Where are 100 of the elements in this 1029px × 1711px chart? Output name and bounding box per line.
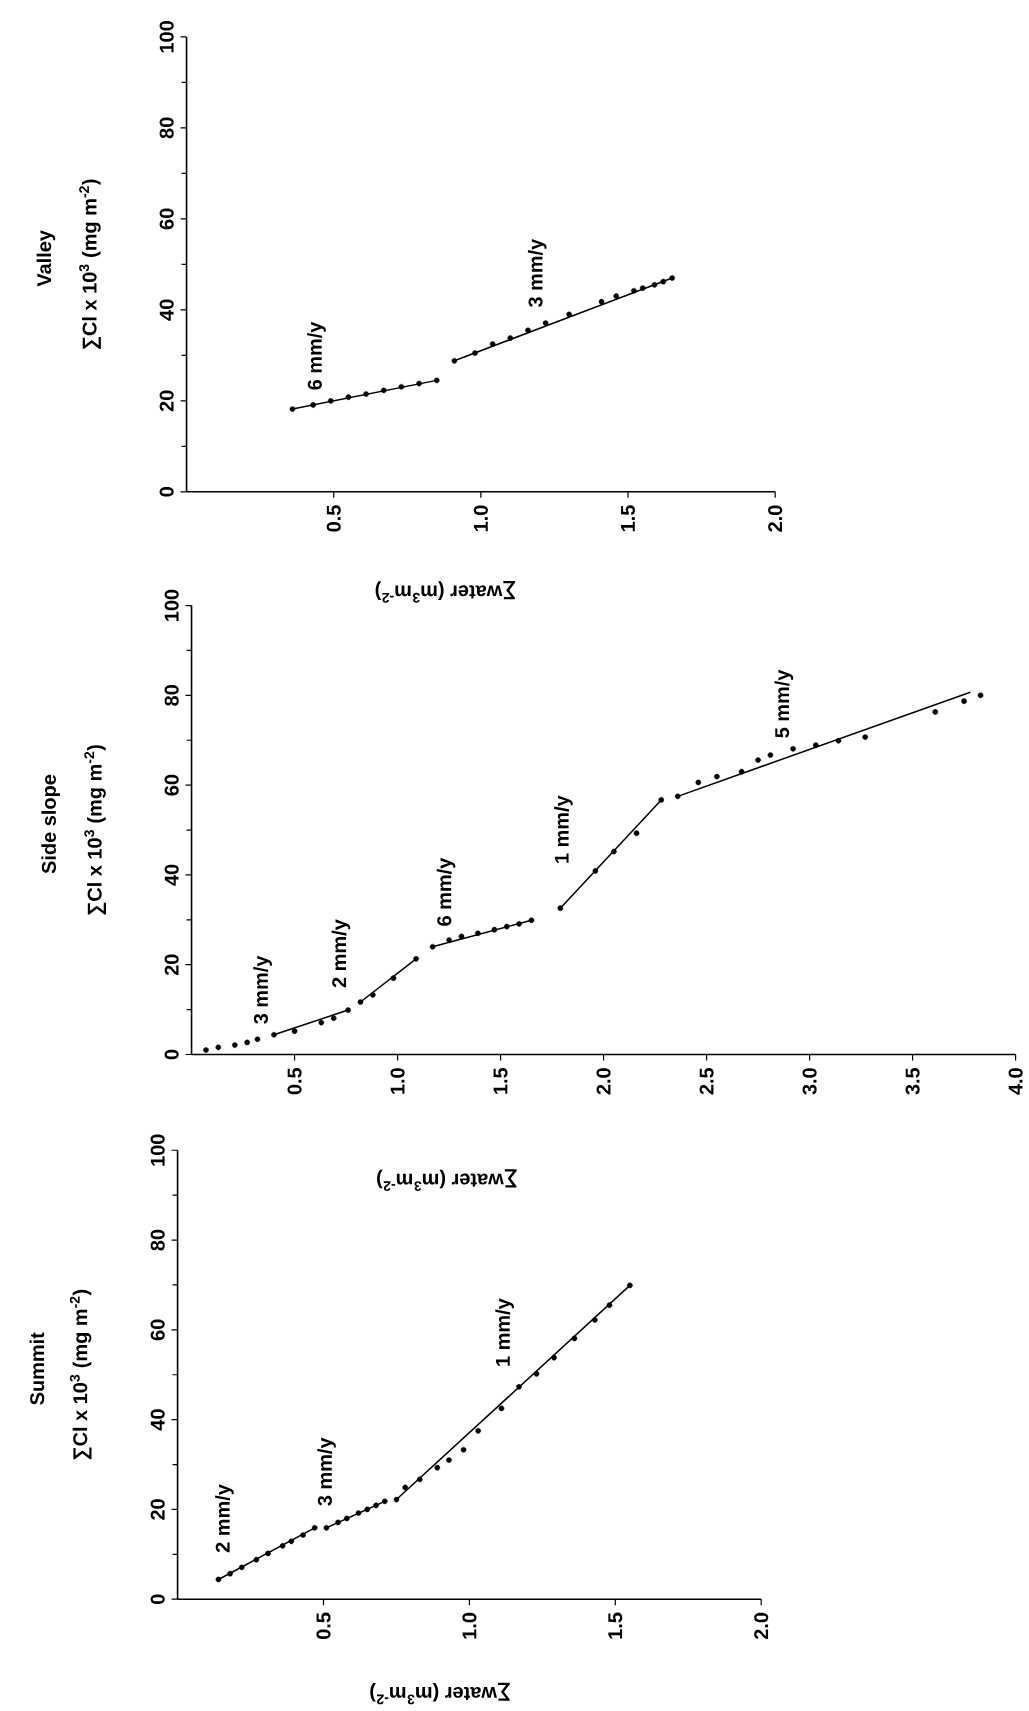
y-tick-label: 40 (150, 1409, 165, 1431)
point (288, 1538, 295, 1545)
point (364, 1506, 370, 1513)
x-tick-label: 2.0 (596, 1068, 611, 1095)
point (767, 752, 774, 758)
annotation: 6 mm/y (307, 321, 326, 390)
point (380, 387, 387, 394)
point (660, 278, 666, 285)
point (446, 937, 452, 943)
point (533, 1371, 540, 1377)
annotation: 1 mm/y (495, 1298, 514, 1366)
annotation: 2 mm/y (214, 1484, 234, 1553)
point (231, 1042, 238, 1048)
point (503, 923, 510, 930)
point (639, 285, 646, 291)
point (327, 398, 334, 404)
point (238, 1564, 245, 1571)
point (630, 287, 637, 294)
point (475, 1428, 481, 1434)
point (343, 1515, 350, 1522)
point (498, 1405, 505, 1412)
point (416, 1476, 423, 1483)
y-tick-label: 80 (164, 685, 179, 706)
x-tick-label: 4.0 (1008, 1068, 1023, 1095)
point (416, 380, 422, 387)
point (458, 933, 465, 940)
point (300, 1532, 306, 1538)
point (592, 868, 598, 874)
point (433, 377, 440, 384)
point (738, 768, 745, 775)
point (598, 298, 605, 305)
point (446, 1457, 452, 1463)
x-tick-label: 0.5 (326, 505, 341, 532)
point (373, 1502, 379, 1509)
point (330, 1015, 337, 1021)
point (557, 905, 563, 911)
x-tick-label: 3.5 (905, 1067, 920, 1095)
text: Valley (36, 230, 56, 287)
point (253, 1556, 260, 1563)
x-tick-label: 1.0 (462, 1612, 477, 1639)
y-tick-label: 40 (164, 864, 179, 886)
annotation: 6 mm/y (436, 857, 456, 926)
x-axis-title: ∑water (m$^{3}$m$^{-2}$) (375, 581, 516, 603)
point (402, 1484, 408, 1491)
annotation: 3 mm/y (317, 1437, 336, 1506)
point (451, 358, 458, 364)
point (460, 1446, 467, 1453)
point (862, 734, 868, 740)
point (977, 692, 984, 699)
point (429, 943, 436, 950)
point (474, 930, 481, 937)
point (472, 350, 478, 356)
point (566, 311, 572, 318)
point (363, 391, 369, 397)
point (227, 1570, 233, 1577)
x-tick-label: 3.0 (802, 1068, 817, 1095)
point (669, 275, 675, 281)
y-tick-label: 20 (150, 1499, 165, 1520)
y-tick-label: 100 (150, 1134, 165, 1166)
point (215, 1044, 221, 1051)
point (542, 320, 549, 326)
x-axis-title: ∑water (m$^{3}$m$^{-2}$) (370, 1682, 510, 1705)
point (265, 1550, 271, 1557)
point (674, 793, 681, 800)
point (398, 383, 405, 390)
y-tick-label: 20 (164, 954, 179, 976)
y-axis-title: ∑Cl x 10$^{3}$ (mg m$^{-2}$) (84, 745, 106, 915)
x-tick-label: 2.5 (699, 1067, 714, 1095)
annotation: 2 mm/y (331, 919, 351, 988)
point (613, 293, 619, 299)
point (393, 1496, 400, 1503)
point (812, 742, 819, 748)
point (311, 1525, 318, 1531)
y-tick-label: 100 (159, 21, 174, 53)
point (626, 1282, 633, 1289)
point (528, 917, 535, 924)
point (961, 698, 967, 704)
annotation: 5 mm/y (774, 669, 793, 738)
point (413, 956, 419, 962)
point (291, 1028, 298, 1034)
point (790, 745, 796, 752)
x-tick-label: 1.5 (608, 1612, 623, 1639)
point (355, 1510, 362, 1516)
text: Side slope (41, 774, 60, 874)
point (755, 757, 761, 763)
y-axis-title: ∑Cl x 10$^{3}$ (mg m$^{-2}$) (69, 1289, 92, 1460)
annotation: 1 mm/y (553, 795, 573, 863)
point (318, 1019, 324, 1026)
x-tick-label: 1.5 (620, 505, 635, 532)
y-tick-label: 0 (150, 1594, 165, 1604)
point (215, 1576, 222, 1583)
point (345, 1007, 351, 1013)
y-tick-label: 40 (159, 299, 174, 321)
y-tick-label: 60 (150, 1319, 165, 1341)
point (835, 737, 842, 744)
point (244, 1039, 250, 1046)
y-tick-label: 0 (159, 487, 174, 497)
x-tick-label: 1.5 (493, 1067, 508, 1094)
point (279, 1543, 286, 1549)
point (271, 1031, 277, 1038)
